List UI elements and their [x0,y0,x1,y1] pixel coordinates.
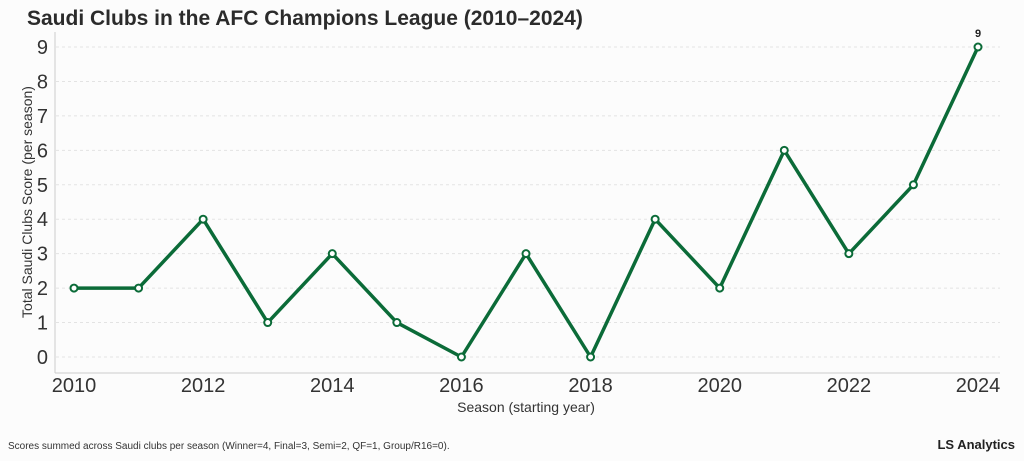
data-point [908,180,918,190]
data-point [650,214,660,224]
footer-note: Scores summed across Saudi clubs per sea… [8,441,450,452]
series-line [74,46,980,359]
data-point [69,283,79,293]
x-tick-label: 2018 [568,375,613,397]
y-tick-label: 3 [37,244,48,266]
data-point [392,318,402,328]
annotations: 9 [975,28,981,40]
data-points [69,42,983,362]
data-point [779,145,789,155]
y-tick-label: 5 [37,175,48,197]
y-tick-labels: 0 1 2 3 4 5 6 7 8 9 [37,37,48,369]
x-axis-label: Season (starting year) [457,399,595,415]
x-tick-label: 2010 [52,375,97,397]
data-point [198,214,208,224]
x-tick-label: 2016 [439,375,484,397]
data-point [715,283,725,293]
y-tick-label: 6 [37,140,48,162]
x-tick-label: 2014 [310,375,355,397]
y-tick-label: 1 [37,313,48,335]
y-axis-label: Total Saudi Clubs Score (per season) [19,86,35,318]
grid [56,46,1000,358]
chart-title: Saudi Clubs in the AFC Champions League … [27,7,583,30]
x-tick-label: 2012 [181,375,226,397]
data-point [844,249,854,259]
y-tick-label: 9 [37,37,48,59]
y-tick-label: 4 [37,209,48,231]
data-point [586,352,596,362]
y-tick-label: 7 [37,106,48,128]
data-point [327,249,337,259]
y-tick-label: 8 [37,71,48,93]
data-point [263,318,273,328]
data-point [456,352,466,362]
footer-brand: LS Analytics [937,437,1015,452]
data-label: 9 [975,28,981,40]
x-tick-label: 2022 [827,375,872,397]
data-point [973,42,983,52]
y-tick-label: 2 [37,278,48,300]
y-tick-label: 0 [37,347,48,369]
x-tick-labels: 2010 2012 2014 2016 2018 2020 2022 2024 [52,375,1001,397]
data-point [521,249,531,259]
data-point [134,283,144,293]
x-tick-label: 2020 [697,375,742,397]
x-tick-label: 2024 [956,375,1001,397]
